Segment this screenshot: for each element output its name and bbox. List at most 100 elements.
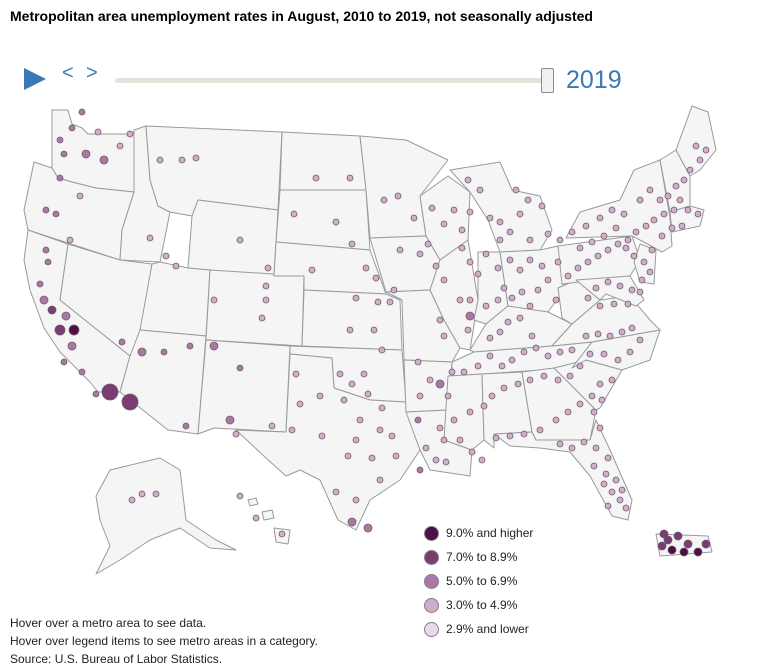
metro-dot[interactable] bbox=[584, 258, 592, 266]
metro-dot[interactable] bbox=[66, 236, 74, 244]
metro-dot[interactable] bbox=[642, 222, 650, 230]
metro-dot[interactable] bbox=[693, 547, 703, 557]
metro-dot[interactable] bbox=[492, 434, 500, 442]
metro-dot[interactable] bbox=[668, 224, 676, 232]
metro-dot[interactable] bbox=[56, 136, 64, 144]
metro-dot[interactable] bbox=[236, 492, 244, 500]
metro-dot[interactable] bbox=[658, 232, 666, 240]
metro-dot[interactable] bbox=[347, 517, 357, 527]
metro-dot[interactable] bbox=[332, 488, 340, 496]
metro-dot[interactable] bbox=[416, 466, 424, 474]
next-year-button[interactable]: > bbox=[86, 62, 98, 84]
metro-dot[interactable] bbox=[364, 390, 372, 398]
metro-dot[interactable] bbox=[500, 384, 508, 392]
metro-dot[interactable] bbox=[596, 424, 604, 432]
metro-dot[interactable] bbox=[496, 328, 504, 336]
metro-dot[interactable] bbox=[576, 244, 584, 252]
metro-dot[interactable] bbox=[604, 502, 612, 510]
metro-dot[interactable] bbox=[659, 529, 669, 539]
metro-dot[interactable] bbox=[476, 186, 484, 194]
metro-dot[interactable] bbox=[614, 240, 622, 248]
metro-dot[interactable] bbox=[186, 342, 194, 350]
metro-dot[interactable] bbox=[488, 392, 496, 400]
metro-dot[interactable] bbox=[506, 228, 514, 236]
metro-dot[interactable] bbox=[568, 444, 576, 452]
metro-dot[interactable] bbox=[440, 276, 448, 284]
metro-dot[interactable] bbox=[683, 539, 693, 549]
metro-dot[interactable] bbox=[344, 452, 352, 460]
metro-dot[interactable] bbox=[356, 416, 364, 424]
metro-dot[interactable] bbox=[464, 176, 472, 184]
metro-dot[interactable] bbox=[679, 547, 689, 557]
metro-dot[interactable] bbox=[346, 326, 354, 334]
metro-dot[interactable] bbox=[440, 436, 448, 444]
metro-dot[interactable] bbox=[386, 298, 394, 306]
metro-dot[interactable] bbox=[54, 324, 66, 336]
metro-dot[interactable] bbox=[262, 282, 270, 290]
metro-dot[interactable] bbox=[368, 454, 376, 462]
metro-dot[interactable] bbox=[494, 264, 502, 272]
metro-dot[interactable] bbox=[278, 530, 286, 538]
metro-dot[interactable] bbox=[210, 296, 218, 304]
metro-dot[interactable] bbox=[436, 424, 444, 432]
metro-dot[interactable] bbox=[618, 328, 626, 336]
metro-dot[interactable] bbox=[486, 214, 494, 222]
metro-dot[interactable] bbox=[225, 415, 235, 425]
metro-dot[interactable] bbox=[608, 206, 616, 214]
metro-dot[interactable] bbox=[496, 236, 504, 244]
metro-dot[interactable] bbox=[61, 311, 71, 321]
metro-dot[interactable] bbox=[392, 452, 400, 460]
metro-dot[interactable] bbox=[620, 210, 628, 218]
metro-dot[interactable] bbox=[556, 236, 564, 244]
metro-dot[interactable] bbox=[574, 264, 582, 272]
metro-dot[interactable] bbox=[422, 444, 430, 452]
metro-dot[interactable] bbox=[416, 250, 424, 258]
metro-dot[interactable] bbox=[636, 196, 644, 204]
metro-dot[interactable] bbox=[618, 486, 626, 494]
metro-dot[interactable] bbox=[606, 332, 614, 340]
metro-dot[interactable] bbox=[414, 416, 422, 424]
metro-dot[interactable] bbox=[482, 302, 490, 310]
metro-dot[interactable] bbox=[152, 490, 160, 498]
metro-dot[interactable] bbox=[458, 226, 466, 234]
metro-dot[interactable] bbox=[626, 348, 634, 356]
metro-dot[interactable] bbox=[466, 258, 474, 266]
metro-dot[interactable] bbox=[610, 300, 618, 308]
metro-dot[interactable] bbox=[594, 330, 602, 338]
metro-dot[interactable] bbox=[460, 368, 468, 376]
metro-dot[interactable] bbox=[584, 294, 592, 302]
metro-dot[interactable] bbox=[508, 356, 516, 364]
metro-dot[interactable] bbox=[566, 372, 574, 380]
metro-dot[interactable] bbox=[360, 370, 368, 378]
metro-dot[interactable] bbox=[592, 444, 600, 452]
metro-dot[interactable] bbox=[646, 268, 654, 276]
metro-dot[interactable] bbox=[456, 296, 464, 304]
metro-dot[interactable] bbox=[146, 234, 154, 242]
metro-dot[interactable] bbox=[552, 416, 560, 424]
metro-dot[interactable] bbox=[596, 380, 604, 388]
metro-dot[interactable] bbox=[600, 232, 608, 240]
metro-dot[interactable] bbox=[138, 490, 146, 498]
year-slider-handle[interactable] bbox=[541, 68, 554, 93]
metro-dot[interactable] bbox=[424, 240, 432, 248]
metro-dot[interactable] bbox=[352, 294, 360, 302]
metro-dot[interactable] bbox=[480, 402, 488, 410]
metro-dot[interactable] bbox=[440, 220, 448, 228]
metro-dot[interactable] bbox=[582, 222, 590, 230]
metro-dot[interactable] bbox=[508, 294, 516, 302]
metro-dot[interactable] bbox=[624, 236, 632, 244]
metro-dot[interactable] bbox=[636, 288, 644, 296]
metro-dot[interactable] bbox=[160, 348, 168, 356]
metro-dot[interactable] bbox=[444, 392, 452, 400]
metro-dot[interactable] bbox=[486, 352, 494, 360]
metro-dot[interactable] bbox=[512, 186, 520, 194]
metro-dot[interactable] bbox=[474, 362, 482, 370]
metro-dot[interactable] bbox=[388, 432, 396, 440]
metro-dot[interactable] bbox=[598, 396, 606, 404]
metro-dot[interactable] bbox=[532, 344, 540, 352]
metro-dot[interactable] bbox=[500, 284, 508, 292]
metro-dot[interactable] bbox=[232, 430, 240, 438]
metro-dot[interactable] bbox=[632, 228, 640, 236]
metro-dot[interactable] bbox=[676, 196, 684, 204]
metro-dot[interactable] bbox=[552, 296, 560, 304]
